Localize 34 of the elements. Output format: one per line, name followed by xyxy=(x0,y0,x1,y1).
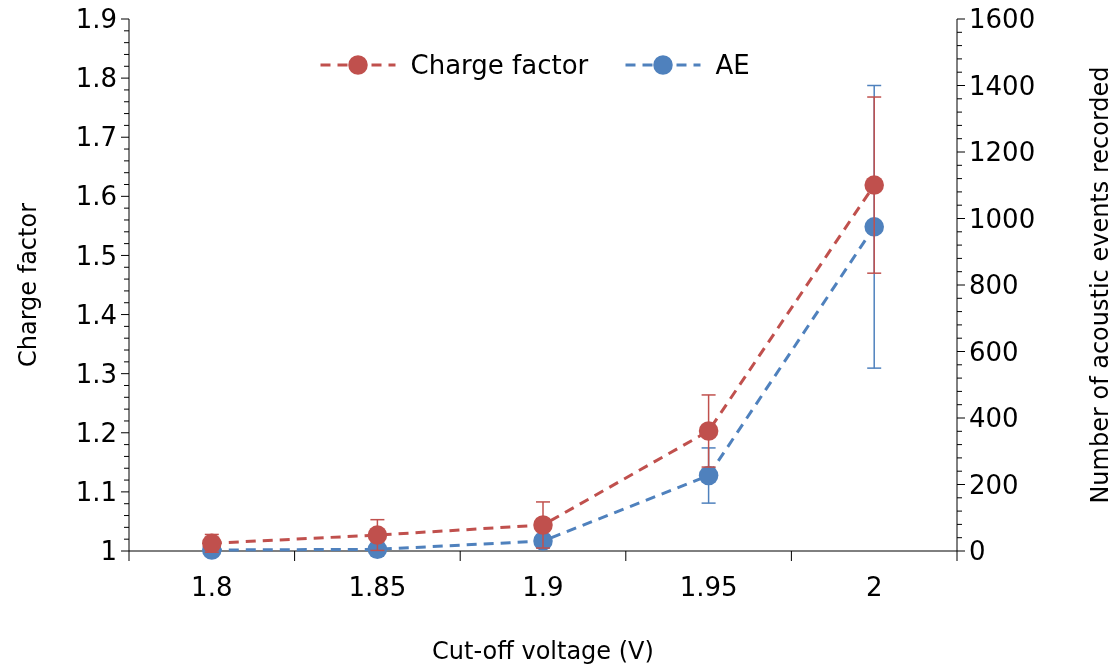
y-tick-label: 1.8 xyxy=(75,63,117,94)
y2-tick-label: 200 xyxy=(969,469,1019,500)
point xyxy=(864,175,884,195)
y-tick-label: 1.6 xyxy=(75,181,117,212)
y2-tick-label: 600 xyxy=(969,336,1019,367)
x-tick-label: 1.95 xyxy=(679,572,738,602)
y-tick-label: 1.7 xyxy=(75,122,117,153)
legend-label: Charge factor xyxy=(410,50,589,81)
y-tick-label: 1 xyxy=(100,536,117,567)
y-axis-title: Charge factor xyxy=(14,202,42,368)
point xyxy=(698,465,719,486)
point xyxy=(367,525,388,545)
x-axis-title: Cut-off voltage (V) xyxy=(432,637,654,665)
point xyxy=(698,421,719,441)
y-tick-label: 1.1 xyxy=(75,476,117,507)
x-tick-label: 1.8 xyxy=(191,572,233,602)
x-tick-label: 1.9 xyxy=(522,572,564,602)
y2-axis-title: Number of acoustic events recorded xyxy=(1086,66,1114,504)
x-tick-label: 2 xyxy=(865,572,883,602)
y2-tick-label: 1400 xyxy=(969,70,1036,101)
y2-tick-label: 1000 xyxy=(969,203,1036,234)
y2-tick-label: 400 xyxy=(969,403,1019,434)
y-tick-label: 1.4 xyxy=(75,299,117,330)
y-tick-label: 1.2 xyxy=(75,417,117,448)
point xyxy=(533,515,553,535)
y2-tick-label: 0 xyxy=(969,536,986,567)
legend-label: AE xyxy=(715,50,750,81)
y-tick-label: 1.3 xyxy=(75,358,117,389)
x-tick-label: 1.85 xyxy=(348,572,407,602)
y2-tick-label: 800 xyxy=(969,270,1019,301)
y-tick-label: 1.9 xyxy=(75,4,117,35)
y2-tick-label: 1200 xyxy=(969,137,1036,168)
y-tick-label: 1.5 xyxy=(75,240,117,271)
y2-tick-label: 1600 xyxy=(969,4,1036,35)
